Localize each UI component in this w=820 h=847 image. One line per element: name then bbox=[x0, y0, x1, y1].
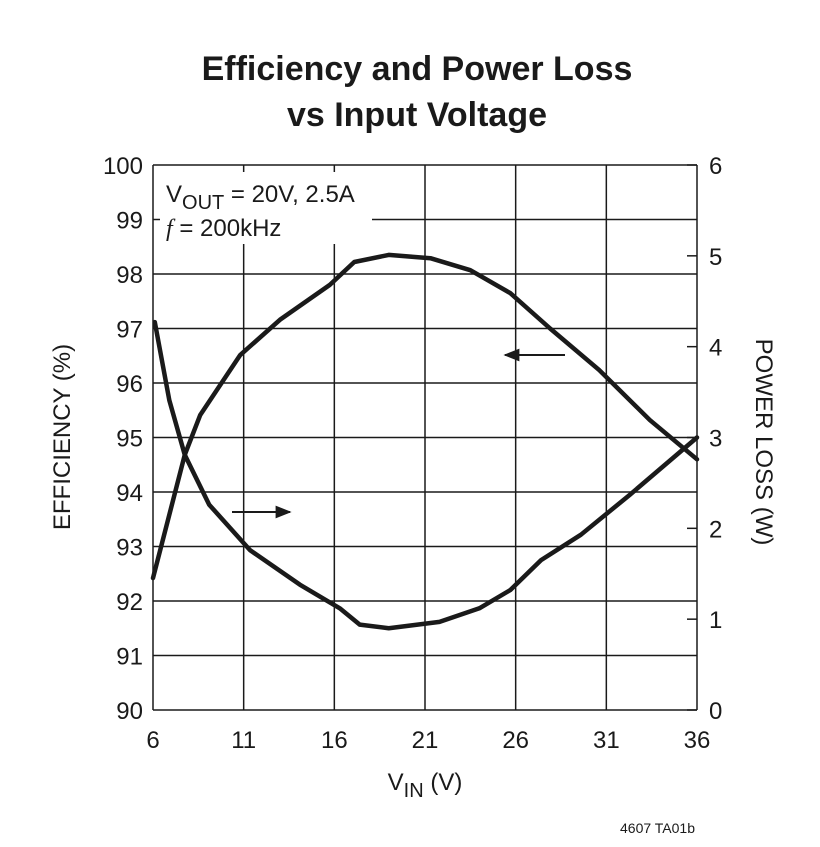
chart-title: vs Input Voltage bbox=[287, 96, 547, 134]
y2-tick-label: 5 bbox=[709, 244, 722, 271]
y-tick-label: 94 bbox=[116, 480, 143, 507]
y2-tick-label: 0 bbox=[709, 698, 722, 725]
annotation: VOUT = 20V, 2.5A bbox=[166, 181, 355, 214]
y-tick-label: 98 bbox=[116, 262, 143, 289]
x-axis-label-text: V bbox=[388, 769, 404, 796]
x-tick-label: 16 bbox=[321, 727, 348, 754]
x-tick-label: 6 bbox=[146, 727, 159, 754]
y2-tick-label: 2 bbox=[709, 516, 722, 543]
annotation-text: = 20V, 2.5A bbox=[224, 181, 355, 208]
x-tick-label: 26 bbox=[502, 727, 529, 754]
y-tick-label: 93 bbox=[116, 535, 143, 562]
y-tick-label: 92 bbox=[116, 589, 143, 616]
x-axis-label: VIN (V) bbox=[388, 769, 463, 802]
y-tick-label: 95 bbox=[116, 426, 143, 453]
y2-tick-label: 1 bbox=[709, 607, 722, 634]
y2-tick-label: 6 bbox=[709, 153, 722, 180]
y-tick-label: 96 bbox=[116, 371, 143, 398]
y2-tick-label: 4 bbox=[709, 335, 722, 362]
annotation-sub: OUT bbox=[182, 192, 224, 214]
y-tick-label: 97 bbox=[116, 317, 143, 344]
y-tick-label: 99 bbox=[116, 208, 143, 235]
annotation: f = 200kHz bbox=[166, 215, 281, 242]
x-tick-label: 31 bbox=[593, 727, 620, 754]
footnote: 4607 TA01b bbox=[620, 820, 695, 836]
line bbox=[152, 319, 700, 631]
y-axis-label: EFFICIENCY (%) bbox=[49, 344, 76, 530]
x-axis-label-text: (V) bbox=[424, 769, 463, 796]
chart-title: Efficiency and Power Loss bbox=[202, 50, 633, 88]
y-tick-label: 100 bbox=[103, 153, 143, 180]
y2-axis-label: POWER LOSS (W) bbox=[750, 339, 777, 546]
x-tick-label: 36 bbox=[684, 727, 711, 754]
y-tick-label: 91 bbox=[116, 644, 143, 671]
y2-tick-label: 3 bbox=[709, 426, 722, 453]
annotation-text: f bbox=[166, 216, 176, 242]
annotation-text: V bbox=[166, 181, 182, 208]
x-tick-label: 21 bbox=[412, 727, 439, 754]
x-axis-label-sub: IN bbox=[404, 780, 424, 802]
x-tick-label: 11 bbox=[231, 727, 256, 754]
annotation-background bbox=[160, 172, 372, 244]
line bbox=[150, 252, 700, 581]
y-tick-label: 90 bbox=[116, 698, 143, 725]
annotation-text: = 200kHz bbox=[173, 215, 282, 242]
